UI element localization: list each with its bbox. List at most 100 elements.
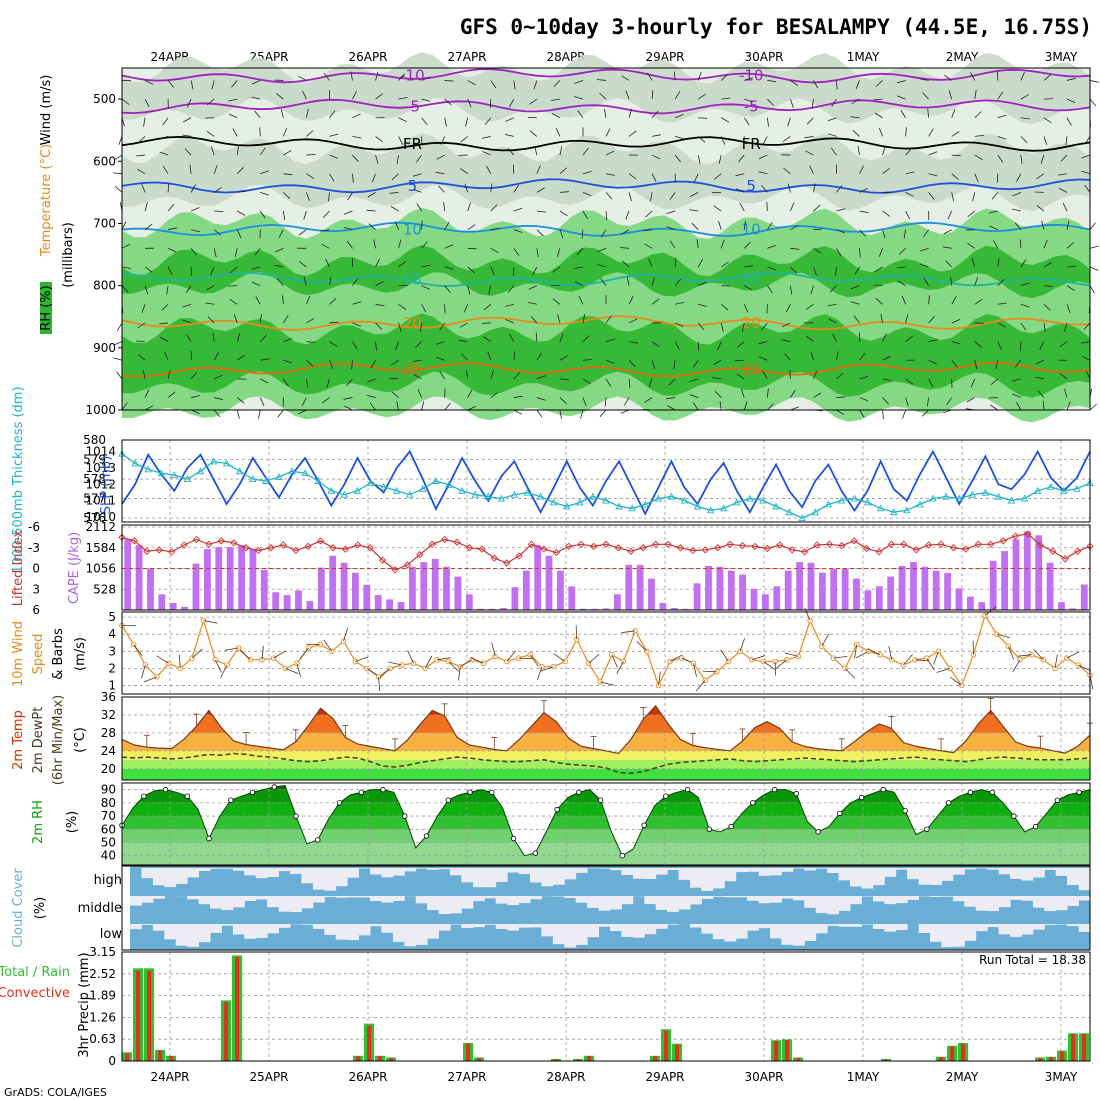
- cape-tick-label: 528: [93, 582, 116, 596]
- wind-barb: [900, 109, 906, 118]
- cloud-cell: [770, 896, 782, 903]
- cloud-cell: [530, 868, 542, 883]
- cloud-cell: [438, 924, 451, 931]
- wind-barb: [832, 333, 837, 342]
- contour-label: 5: [746, 177, 756, 195]
- wind-barb: [144, 202, 148, 212]
- wind-barb: [1064, 388, 1068, 398]
- wind-barb: [575, 625, 578, 640]
- wind-barb: [306, 192, 310, 201]
- wind-barb: [1043, 322, 1046, 332]
- wind-barb: [744, 241, 751, 249]
- li-marker: [292, 546, 300, 555]
- wind-barb: [144, 285, 149, 295]
- wind-barb: [944, 74, 952, 81]
- cape-bar: [409, 566, 416, 610]
- precip-tick-label: 0.63: [89, 1032, 116, 1046]
- cape-bar: [169, 602, 177, 610]
- cloud-cell: [701, 924, 714, 934]
- ylabel-rh-1: 2m RH: [31, 800, 46, 844]
- temp-tick-label: 36: [101, 690, 116, 704]
- wind-barb: [809, 165, 814, 174]
- wind-barb: [167, 266, 173, 276]
- wind-barb: [398, 117, 407, 123]
- ylabel-precip-convective: Convective: [0, 986, 70, 1001]
- li-marker: [403, 561, 412, 569]
- rh-marker: [380, 786, 386, 793]
- wind-barb: [1020, 94, 1029, 100]
- thickness-marker: [798, 514, 806, 522]
- wind-barb: [389, 377, 399, 380]
- temp-tick-label: 28: [101, 726, 116, 740]
- wind-barb: [283, 338, 292, 342]
- wind-barb: [555, 128, 561, 137]
- wind-barb: [805, 150, 814, 156]
- wind-barb: [421, 220, 423, 230]
- wind-barb: [628, 359, 636, 368]
- wind-barb: [1084, 184, 1091, 193]
- wind-barb: [412, 359, 422, 362]
- wind-barb: [368, 223, 376, 230]
- wind-barb: [303, 210, 307, 220]
- wind-barb: [736, 373, 745, 380]
- wind-barb: [435, 341, 445, 345]
- wind-barb: [582, 314, 586, 324]
- wind-barb: [1078, 664, 1092, 672]
- cape-bar: [443, 566, 450, 610]
- cloud-cell: [335, 924, 348, 940]
- cape-bar: [579, 608, 587, 610]
- thickness-marker: [916, 500, 924, 508]
- wind-barb: [536, 165, 541, 174]
- wind-barb: [559, 167, 567, 175]
- cloud-cell: [130, 924, 142, 930]
- thickness-marker: [262, 477, 270, 484]
- wind-barb: [605, 359, 615, 364]
- wind-barb: [536, 409, 543, 418]
- wind-barb: [651, 90, 654, 100]
- wind-barb: [144, 80, 154, 85]
- wind-barb: [278, 229, 284, 238]
- wind-barb: [113, 357, 123, 361]
- wind-barb: [621, 630, 636, 634]
- thickness-marker: [667, 492, 676, 500]
- thickness-marker: [628, 504, 636, 512]
- wind-barb: [398, 73, 405, 81]
- wind-barb: [233, 314, 238, 324]
- wind-barb: [767, 285, 773, 294]
- li-marker: [304, 542, 312, 551]
- ylabel-wind: Wind (m/s): [39, 75, 54, 146]
- wind-barb: [121, 221, 127, 230]
- wind-barb: [933, 651, 939, 665]
- wind-barb: [652, 134, 661, 137]
- wind-barb: [950, 676, 962, 686]
- li-marker: [478, 545, 486, 553]
- wind-barb: [275, 247, 284, 253]
- rh-shading: [122, 313, 1090, 398]
- wind-barb: [741, 388, 745, 398]
- cloud-cell: [530, 924, 542, 928]
- wind-barb: [237, 354, 245, 361]
- wind-barb: [628, 108, 632, 118]
- wind-barb: [282, 210, 286, 220]
- cloud-cell: [1032, 868, 1045, 878]
- thickness-marker: [576, 498, 584, 506]
- wind-barb: [444, 285, 451, 293]
- wind-barb: [650, 192, 653, 202]
- cloud-cell: [164, 924, 177, 940]
- cape-bar: [465, 594, 473, 610]
- cloud-cell: [712, 868, 725, 889]
- wind-barb: [559, 355, 568, 361]
- li-marker: [937, 540, 945, 548]
- wind-barb: [559, 397, 567, 404]
- wind-barb: [210, 266, 215, 276]
- ylabel-rh-2: (%): [65, 811, 80, 834]
- cloud-cell: [712, 896, 725, 897]
- wind-barb: [191, 229, 200, 233]
- wind-barb: [857, 146, 860, 156]
- wind-barb: [806, 117, 814, 125]
- thickness-marker: [1060, 486, 1068, 494]
- rh-marker: [728, 823, 734, 830]
- wind-barb: [559, 333, 564, 342]
- wind-tick-label: 5: [108, 610, 116, 624]
- wind-barb: [785, 304, 791, 313]
